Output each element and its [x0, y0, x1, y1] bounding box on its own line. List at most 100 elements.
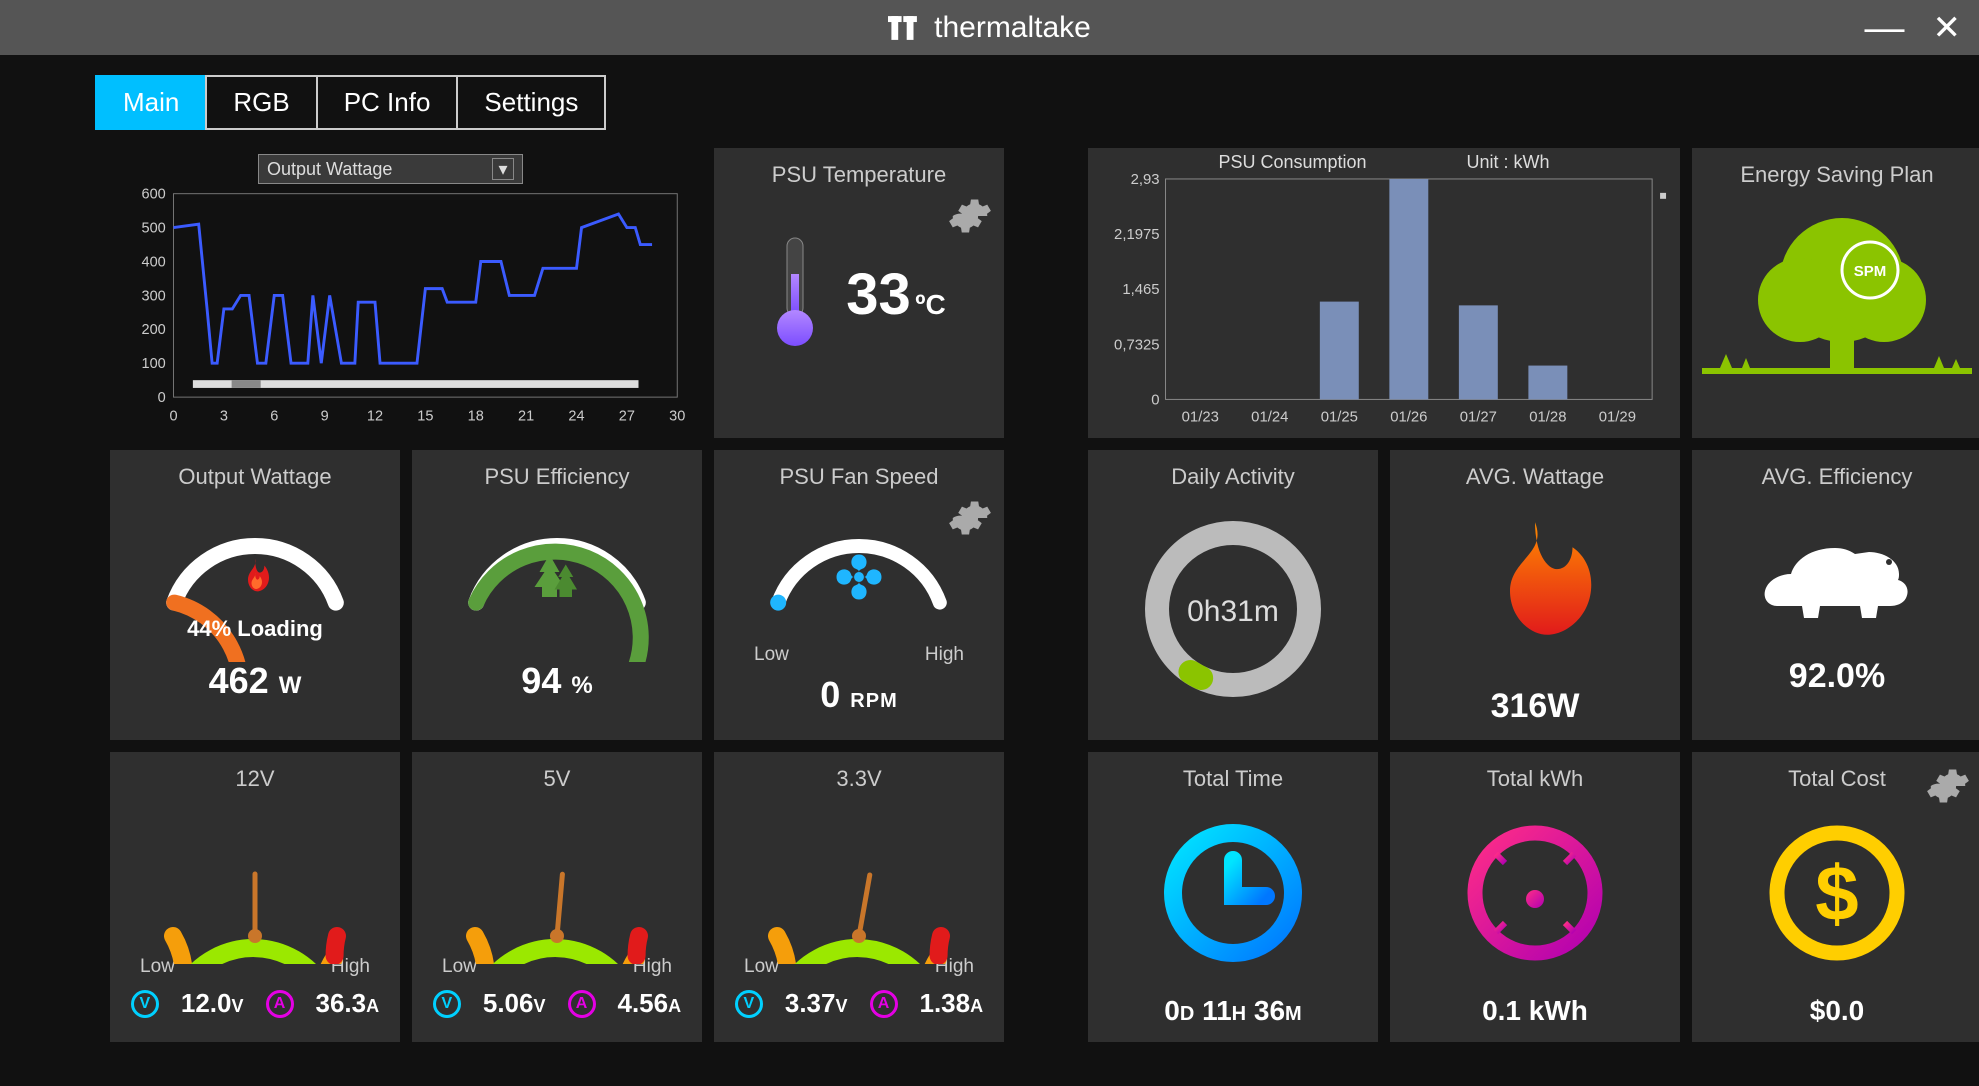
- volts-icon: V: [131, 990, 159, 1018]
- psu-temperature-title: PSU Temperature: [772, 162, 946, 188]
- chevron-down-icon: ▾: [492, 158, 514, 180]
- flame-icon: [227, 554, 283, 610]
- svg-text:600: 600: [142, 187, 166, 203]
- psu-consumption-unit-label: Unit : kWh: [1467, 152, 1550, 173]
- avg-wattage-title: AVG. Wattage: [1466, 464, 1604, 490]
- rail-5v-card: 5V Low High V 5.06V A 4.56A: [412, 752, 702, 1042]
- output-wattage-title: Output Wattage: [178, 464, 331, 490]
- total-kwh-card: Total kWh 0.1 kWh: [1390, 752, 1680, 1042]
- rail-5v-gauge: [437, 804, 677, 964]
- tree-icon: SPM: [1702, 200, 1972, 400]
- tab-nav: Main RGB PC Info Settings: [95, 75, 1979, 130]
- svg-text:0: 0: [1151, 392, 1159, 408]
- gear-icon: [948, 194, 992, 238]
- psu-temperature-unit: ºC: [915, 289, 945, 320]
- svg-text:15: 15: [417, 408, 433, 424]
- total-cost-card: Total Cost $ $0.0: [1692, 752, 1979, 1042]
- svg-text:01/23: 01/23: [1182, 409, 1219, 425]
- rail-33v-readout: V 3.37V A 1.38A: [735, 988, 983, 1019]
- tab-rgb[interactable]: RGB: [205, 75, 317, 130]
- wattage-chart-select[interactable]: Output Wattage ▾: [258, 154, 523, 184]
- rail-33v-title: 3.3V: [836, 766, 881, 792]
- output-wattage-loading: 44% Loading: [187, 616, 323, 642]
- psu-consumption-title: PSU Consumption: [1218, 152, 1366, 173]
- svg-text:3: 3: [220, 408, 228, 424]
- svg-text:9: 9: [321, 408, 329, 424]
- rail-12v-title: 12V: [235, 766, 274, 792]
- clock-icon: [1158, 818, 1308, 968]
- svg-text:6: 6: [270, 408, 278, 424]
- psu-fan-speed-card: PSU Fan Speed Low High 0 RPM: [714, 450, 1004, 740]
- svg-text:100: 100: [142, 356, 166, 372]
- rail-12v-gauge: [135, 804, 375, 964]
- svg-text:0: 0: [158, 390, 166, 406]
- daily-activity-title: Daily Activity: [1171, 464, 1294, 490]
- psu-temperature-settings-button[interactable]: [948, 194, 992, 243]
- total-kwh-value: 0.1 kWh: [1482, 995, 1588, 1027]
- volts-icon: V: [433, 990, 461, 1018]
- svg-text:27: 27: [619, 408, 635, 424]
- svg-text:01/28: 01/28: [1529, 409, 1566, 425]
- energy-saving-plan-card[interactable]: Energy Saving Plan SPM: [1692, 148, 1979, 438]
- svg-text:12: 12: [367, 408, 383, 424]
- tab-pc-info[interactable]: PC Info: [316, 75, 459, 130]
- svg-text:01/27: 01/27: [1460, 409, 1497, 425]
- svg-text:0: 0: [169, 408, 177, 424]
- rail-12v-card: 12V Low High V 12.0V A 36.3A: [110, 752, 400, 1042]
- brand: thermaltake: [888, 11, 1091, 45]
- avg-efficiency-title: AVG. Efficiency: [1762, 464, 1913, 490]
- svg-text:01/25: 01/25: [1321, 409, 1358, 425]
- psu-fan-speed-title: PSU Fan Speed: [780, 464, 939, 490]
- psu-consumption-card: PSU Consumption Unit : kWh 00,73251,4652…: [1088, 148, 1680, 438]
- wattage-line-chart: 0100200300400500600036912151821242730: [118, 184, 694, 432]
- svg-text:2,1975: 2,1975: [1114, 227, 1160, 243]
- rail-33v-card: 3.3V Low High V 3.37V A 1.38A: [714, 752, 1004, 1042]
- total-cost-title: Total Cost: [1788, 766, 1886, 792]
- amps-icon: A: [568, 990, 596, 1018]
- psu-efficiency-title: PSU Efficiency: [484, 464, 629, 490]
- svg-text:01/29: 01/29: [1599, 409, 1636, 425]
- rail-12v-readout: V 12.0V A 36.3A: [131, 988, 379, 1019]
- svg-text:400: 400: [142, 254, 166, 270]
- amps-icon: A: [266, 990, 294, 1018]
- fan-speed-value: 0 RPM: [820, 674, 898, 716]
- brand-logo-icon: [888, 11, 922, 45]
- svg-text:300: 300: [142, 288, 166, 304]
- svg-text:$: $: [1815, 849, 1858, 937]
- tab-settings[interactable]: Settings: [456, 75, 606, 130]
- svg-text:200: 200: [142, 322, 166, 338]
- rail-33v-gauge: [739, 804, 979, 964]
- svg-text:01/24: 01/24: [1251, 409, 1288, 425]
- total-cost-value: $0.0: [1810, 995, 1865, 1027]
- avg-wattage-card: AVG. Wattage 316W: [1390, 450, 1680, 740]
- amps-icon: A: [870, 990, 898, 1018]
- psu-efficiency-card: PSU Efficiency 94 %: [412, 450, 702, 740]
- svg-text:24: 24: [568, 408, 584, 424]
- psu-temperature-value: 33: [846, 262, 911, 327]
- trees-icon: [527, 547, 587, 607]
- tab-main[interactable]: Main: [95, 75, 207, 130]
- volts-icon: V: [735, 990, 763, 1018]
- flame-icon: [1460, 516, 1610, 666]
- rail-5v-title: 5V: [544, 766, 571, 792]
- total-kwh-title: Total kWh: [1487, 766, 1584, 792]
- psu-efficiency-value: 94 %: [521, 660, 592, 702]
- gear-icon: [1926, 764, 1970, 808]
- polar-bear-icon: [1747, 516, 1927, 636]
- total-cost-settings-button[interactable]: [1926, 764, 1970, 813]
- fan-icon: [832, 550, 886, 604]
- titlebar: thermaltake — ✕: [0, 0, 1979, 55]
- svg-text:21: 21: [518, 408, 534, 424]
- energy-saving-plan-title: Energy Saving Plan: [1740, 162, 1933, 188]
- svg-text:18: 18: [468, 408, 484, 424]
- svg-text:1,465: 1,465: [1122, 282, 1159, 298]
- daily-activity-card: Daily Activity 0h31m: [1088, 450, 1378, 740]
- close-button[interactable]: ✕: [1933, 11, 1962, 45]
- avg-efficiency-card: AVG. Efficiency 92.0%: [1692, 450, 1979, 740]
- svg-text:500: 500: [142, 220, 166, 236]
- svg-text:SPM: SPM: [1854, 263, 1887, 280]
- psu-consumption-bar-chart: 00,73251,4652,19752,9301/2301/2401/2501/…: [1096, 173, 1672, 429]
- minimize-button[interactable]: —: [1865, 8, 1905, 48]
- daily-activity-value: 0h31m: [1138, 514, 1328, 709]
- avg-wattage-value: 316W: [1491, 687, 1580, 726]
